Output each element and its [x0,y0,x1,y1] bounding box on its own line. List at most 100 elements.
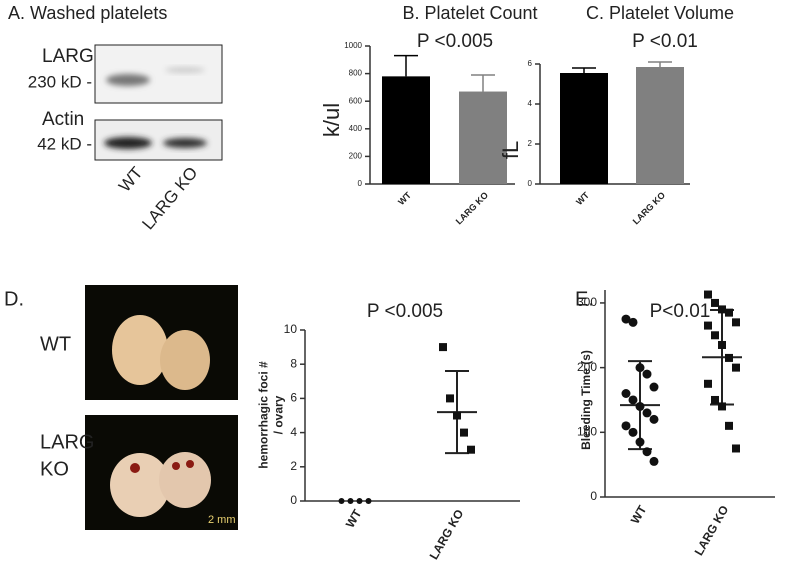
x-tick-label: WT [574,190,591,207]
point [649,456,659,466]
point [711,298,719,307]
y-tick-label: 6 [290,391,297,405]
point [732,444,740,453]
y-axis-label: / ovary [272,395,286,434]
y-tick-label: 200 [349,152,363,161]
y-axis-label: hemorrhagic foci # [257,361,271,469]
bar [636,67,684,184]
panel-letter: D. [4,288,24,310]
y-tick-label: 2 [528,139,533,148]
hemorrhage [172,462,180,470]
point [642,369,652,379]
point [467,445,475,454]
x-tick-label: WT [628,503,650,527]
annotation: P <0.005 [367,301,443,322]
ovary [112,315,168,385]
point [628,427,638,437]
photo-label: LARG [40,431,94,453]
ovary [160,330,210,390]
blot-box [94,44,223,104]
y-tick-label: 800 [349,69,363,78]
point [704,290,712,299]
chart-title: B. Platelet Count [402,3,537,23]
point [628,395,638,405]
protein-label: Actin [42,109,84,130]
point [642,447,652,457]
x-tick-label: LARG KO [427,507,467,562]
point [725,353,733,362]
y-tick-label: 200 [577,360,597,374]
panel-title: A. Washed platelets [8,3,167,23]
point [732,318,740,327]
point [621,421,631,431]
y-tick-label: 300 [577,295,597,309]
y-tick-label: 0 [590,489,597,503]
ovary [159,452,211,508]
y-tick-label: 4 [528,99,533,108]
y-tick-label: 400 [349,124,363,133]
point [635,401,645,411]
annotation: P<0.01 [650,301,711,322]
lane-label: WT [115,163,147,195]
ovary [110,453,170,517]
lane-label: LARG KO [138,163,201,233]
chart-title: E. [575,288,594,310]
size-label: 230 kD - [28,72,92,91]
x-tick-label: WT [343,507,365,531]
point [365,498,372,504]
y-axis-label: Bleeding Time (s) [579,350,593,450]
point [649,382,659,392]
point [732,363,740,372]
point [635,437,645,447]
point [704,379,712,388]
protein-label: LARG [42,46,94,67]
point [347,498,354,504]
y-tick-label: 0 [528,179,533,188]
point [446,394,454,403]
scale-label: 2 mm [208,514,236,526]
point [453,411,461,420]
annotation: P <0.005 [417,31,493,52]
y-tick-label: 1000 [344,41,362,50]
point [635,363,645,373]
y-tick-label: 10 [284,322,298,336]
x-tick-label: LARG KO [631,190,667,226]
bar [560,73,608,184]
blot-band [163,138,207,148]
annotation: P <0.01 [632,31,698,52]
x-tick-label: LARG KO [454,190,490,226]
point [718,340,726,349]
point [621,314,631,324]
photo-label: KO [40,458,69,480]
point [460,428,468,437]
point [642,408,652,418]
point [356,498,363,504]
point [338,498,345,504]
size-label: 42 kD - [37,134,92,153]
y-tick-label: 6 [528,59,533,68]
chart-title: C. Platelet Volume [586,3,734,23]
blot-band [104,137,152,149]
point [628,317,638,327]
y-tick-label: 600 [349,96,363,105]
blot-band [165,67,205,73]
point [621,389,631,398]
hemorrhage [186,460,194,468]
point [718,402,726,411]
x-tick-label: WT [396,190,413,207]
point [704,321,712,330]
y-tick-label: 4 [290,425,297,439]
photo-label: WT [40,333,71,355]
bar [459,91,507,184]
point [649,414,659,424]
point [711,331,719,340]
y-tick-label: 100 [577,424,597,438]
y-axis-label: k/ul [319,103,344,137]
blot-band [106,74,150,86]
bar [382,76,430,184]
y-tick-label: 0 [290,493,297,507]
point [718,305,726,314]
hemorrhage [130,463,140,473]
